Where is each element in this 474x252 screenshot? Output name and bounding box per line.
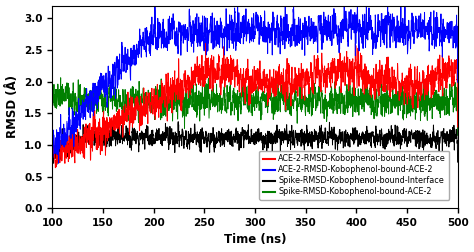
Line: ACE-2-RMSD-Kobophenol-bound-Interface: ACE-2-RMSD-Kobophenol-bound-Interface	[52, 43, 457, 168]
Spike-RMSD-Kobophenol-bound-Interface	[247, 135, 253, 138]
Spike-RMSD-Kobophenol-bound-Interface	[236, 135, 242, 138]
Line: Spike-RMSD-Kobophenol-bound-Interface: Spike-RMSD-Kobophenol-bound-Interface	[52, 121, 457, 174]
X-axis label: Time (ns): Time (ns)	[224, 233, 286, 246]
ACE-2-RMSD-Kobophenol-bound-ACE-2	[70, 114, 76, 117]
Spike-RMSD-Kobophenol-bound-ACE-2	[236, 95, 242, 98]
ACE-2-RMSD-Kobophenol-bound-Interface	[53, 166, 58, 169]
Spike-RMSD-Kobophenol-bound-ACE-2	[247, 101, 253, 104]
ACE-2-RMSD-Kobophenol-bound-Interface	[443, 76, 449, 79]
ACE-2-RMSD-Kobophenol-bound-ACE-2	[455, 81, 460, 84]
ACE-2-RMSD-Kobophenol-bound-Interface	[247, 100, 253, 103]
ACE-2-RMSD-Kobophenol-bound-ACE-2	[152, 4, 158, 7]
Spike-RMSD-Kobophenol-bound-ACE-2	[70, 100, 76, 103]
ACE-2-RMSD-Kobophenol-bound-ACE-2	[443, 36, 449, 39]
ACE-2-RMSD-Kobophenol-bound-Interface	[369, 73, 374, 76]
ACE-2-RMSD-Kobophenol-bound-Interface	[443, 86, 449, 89]
ACE-2-RMSD-Kobophenol-bound-ACE-2	[369, 38, 374, 41]
Spike-RMSD-Kobophenol-bound-Interface	[443, 136, 449, 139]
Y-axis label: RMSD (Å): RMSD (Å)	[6, 75, 18, 138]
Spike-RMSD-Kobophenol-bound-Interface	[109, 120, 115, 123]
ACE-2-RMSD-Kobophenol-bound-Interface	[49, 166, 55, 169]
ACE-2-RMSD-Kobophenol-bound-Interface	[70, 141, 76, 144]
Spike-RMSD-Kobophenol-bound-ACE-2	[228, 74, 233, 77]
Legend: ACE-2-RMSD-Kobophenol-bound-Interface, ACE-2-RMSD-Kobophenol-bound-ACE-2, Spike-: ACE-2-RMSD-Kobophenol-bound-Interface, A…	[259, 151, 449, 200]
Spike-RMSD-Kobophenol-bound-ACE-2	[49, 134, 55, 137]
ACE-2-RMSD-Kobophenol-bound-ACE-2	[443, 30, 449, 34]
ACE-2-RMSD-Kobophenol-bound-ACE-2	[49, 167, 55, 170]
Spike-RMSD-Kobophenol-bound-Interface	[455, 161, 460, 164]
ACE-2-RMSD-Kobophenol-bound-ACE-2	[247, 41, 253, 44]
Spike-RMSD-Kobophenol-bound-Interface	[443, 132, 449, 135]
ACE-2-RMSD-Kobophenol-bound-Interface	[203, 42, 209, 45]
Spike-RMSD-Kobophenol-bound-ACE-2	[369, 104, 374, 107]
Spike-RMSD-Kobophenol-bound-Interface	[369, 131, 374, 134]
ACE-2-RMSD-Kobophenol-bound-ACE-2	[236, 11, 242, 14]
Line: Spike-RMSD-Kobophenol-bound-ACE-2: Spike-RMSD-Kobophenol-bound-ACE-2	[52, 75, 457, 136]
Spike-RMSD-Kobophenol-bound-Interface	[49, 172, 55, 175]
Line: ACE-2-RMSD-Kobophenol-bound-ACE-2: ACE-2-RMSD-Kobophenol-bound-ACE-2	[52, 6, 457, 168]
Spike-RMSD-Kobophenol-bound-Interface	[70, 139, 76, 142]
Spike-RMSD-Kobophenol-bound-ACE-2	[443, 103, 449, 106]
Spike-RMSD-Kobophenol-bound-ACE-2	[443, 104, 449, 107]
ACE-2-RMSD-Kobophenol-bound-Interface	[236, 73, 242, 76]
Spike-RMSD-Kobophenol-bound-ACE-2	[455, 134, 460, 137]
ACE-2-RMSD-Kobophenol-bound-Interface	[455, 125, 460, 129]
